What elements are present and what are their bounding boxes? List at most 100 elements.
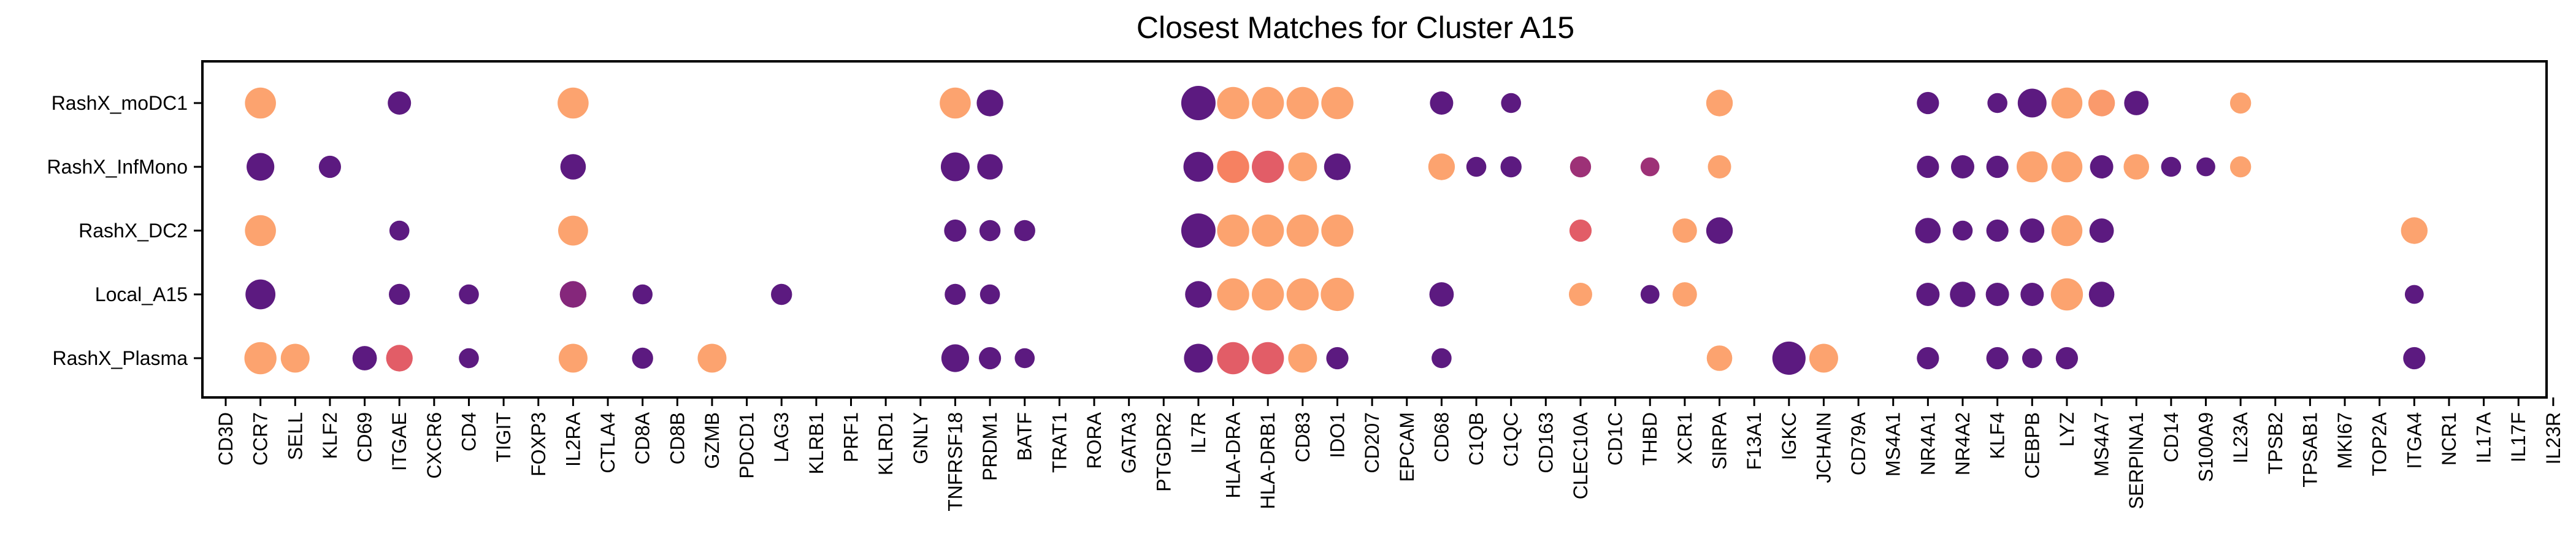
dot-local-a15-itga4 xyxy=(2404,285,2424,304)
dot-rashx-infmono-lyz xyxy=(2051,151,2083,183)
x-tick-label-cd3d: CD3D xyxy=(215,412,237,466)
dot-rashx-infmono-serpina1 xyxy=(2123,154,2149,180)
x-tick-label-il17a: IL17A xyxy=(2473,412,2495,463)
dot-rashx-infmono-ido1 xyxy=(1324,153,1351,180)
dot-local-a15-nr4a1 xyxy=(1916,283,1940,306)
x-tick-label-cd83: CD83 xyxy=(1292,412,1314,462)
x-tick-label-cd68: CD68 xyxy=(1430,412,1452,462)
x-tick-label-klf2: KLF2 xyxy=(319,412,341,459)
x-tick-label-serpina1: SERPINA1 xyxy=(2125,412,2147,509)
dot-local-a15-tnfrsf18 xyxy=(945,283,966,305)
x-tick-label-rora: RORA xyxy=(1083,412,1105,469)
dot-rashx-plasma-cd68 xyxy=(1432,348,1452,369)
dot-rashx-infmono-hla-drb1 xyxy=(1252,150,1284,183)
dot-rashx-infmono-thbd xyxy=(1640,157,1660,177)
dot-rashx-dc2-batf xyxy=(1014,220,1035,242)
dot-local-a15-il2ra xyxy=(559,281,587,308)
x-tick-label-c1qb: C1QB xyxy=(1465,412,1487,466)
dot-rashx-dc2-il2ra xyxy=(558,215,588,246)
dot-rashx-dc2-klf4 xyxy=(1986,219,2009,242)
dot-rashx-plasma-sell xyxy=(280,343,310,373)
x-tick-label-sirpa: SIRPA xyxy=(1709,412,1731,469)
dot-rashx-dc2-cd83 xyxy=(1286,214,1319,247)
dot-rashx-modc1-il2ra xyxy=(558,87,589,119)
dot-rashx-infmono-c1qc xyxy=(1500,156,1522,178)
x-tick-label-prf1: PRF1 xyxy=(840,412,862,462)
y-axis: RashX_moDC1 RashX_InfMono RashX_DC2 Local_A… xyxy=(47,92,202,369)
x-tick-label-cebpb: CEBPB xyxy=(2021,412,2043,478)
dot-local-a15-cd83 xyxy=(1286,278,1319,311)
dot-rashx-plasma-igkc xyxy=(1772,341,1806,375)
x-tick-label-nr4a1: NR4A1 xyxy=(1917,412,1939,475)
dot-rashx-dc2-ms4a7 xyxy=(2089,218,2114,243)
x-tick-label-foxp3: FOXP3 xyxy=(527,412,550,477)
dot-local-a15-xcr1 xyxy=(1672,282,1697,307)
dot-rashx-plasma-ccr7 xyxy=(244,342,277,375)
x-tick-label-ms4a7: MS4A7 xyxy=(2091,412,2113,477)
dot-rashx-plasma-lyz xyxy=(2055,347,2079,370)
chart-title: Closest Matches for Cluster A15 xyxy=(1137,10,1574,45)
dot-rashx-modc1-sirpa xyxy=(1706,90,1733,117)
dot-rashx-modc1-ido1 xyxy=(1321,86,1354,120)
x-tick-label-s100a9: S100A9 xyxy=(2195,412,2217,482)
x-tick-label-cd8a: CD8A xyxy=(632,412,654,464)
x-tick-label-gnly: GNLY xyxy=(910,412,932,464)
x-tick-label-gzmb: GZMB xyxy=(701,412,723,469)
x-tick-label-epcam: EPCAM xyxy=(1396,412,1418,482)
x-tick-label-top2a: TOP2A xyxy=(2369,412,2391,476)
x-tick-label-cd207: CD207 xyxy=(1361,412,1383,473)
dot-rashx-dc2-prdm1 xyxy=(979,220,1001,242)
dot-rashx-infmono-cd83 xyxy=(1288,152,1317,182)
x-tick-label-cd163: CD163 xyxy=(1535,412,1557,473)
plot-frame xyxy=(201,60,2548,399)
dot-rashx-infmono-hla-dra xyxy=(1217,150,1249,183)
x-tick-label-ido1: IDO1 xyxy=(1326,412,1348,458)
dot-rashx-modc1-cebpb xyxy=(2017,88,2047,118)
dot-local-a15-cd8a xyxy=(632,284,653,305)
dot-rashx-dc2-nr4a1 xyxy=(1915,218,1941,243)
dot-rashx-plasma-nr4a1 xyxy=(1917,347,1939,370)
x-tick-label-c1qc: C1QC xyxy=(1500,412,1522,467)
x-tick-label-xcr1: XCR1 xyxy=(1674,412,1696,464)
x-tick-label-tpsb2: TPSB2 xyxy=(2264,412,2287,474)
dot-rashx-plasma-hla-dra xyxy=(1217,342,1249,375)
dot-rashx-dc2-itga4 xyxy=(2401,217,2428,244)
dot-rashx-modc1-tnfrsf18 xyxy=(940,87,971,119)
dot-rashx-modc1-hla-dra xyxy=(1217,86,1249,120)
x-tick-label-ncr1: NCR1 xyxy=(2438,412,2460,466)
dot-local-a15-prdm1 xyxy=(979,284,1000,305)
dot-local-a15-il7r xyxy=(1185,281,1212,308)
dot-rashx-infmono-nr4a1 xyxy=(1917,155,1939,178)
x-tick-label-batf: BATF xyxy=(1014,412,1036,461)
x-tick-label-lag3: LAG3 xyxy=(770,412,792,462)
dot-rashx-dc2-lyz xyxy=(2051,215,2083,247)
dot-rashx-plasma-prdm1 xyxy=(978,347,1002,370)
dot-local-a15-hla-drb1 xyxy=(1252,278,1284,311)
x-tick-label-trat1: TRAT1 xyxy=(1048,412,1070,473)
dot-rashx-plasma-ido1 xyxy=(1326,347,1349,370)
x-tick-label-sell: SELL xyxy=(284,412,306,460)
dot-rashx-infmono-il7r xyxy=(1183,151,1214,182)
x-tick-label-f13a1: F13A1 xyxy=(1743,412,1765,470)
dot-local-a15-nr4a2 xyxy=(1950,282,1976,307)
x-tick-label-clec10a: CLEC10A xyxy=(1570,412,1592,499)
y-tick-label-local-a15: Local_A15 xyxy=(95,283,188,305)
dot-rashx-plasma-jchain xyxy=(1809,343,1838,373)
x-tick-label-tnfrsf18: TNFRSF18 xyxy=(944,412,966,512)
dot-rashx-plasma-cebpb xyxy=(2022,348,2042,369)
dot-rashx-dc2-ccr7 xyxy=(245,215,276,247)
dot-rashx-infmono-prdm1 xyxy=(977,154,1003,180)
dot-rashx-dc2-nr4a2 xyxy=(1952,220,1973,241)
dot-rashx-modc1-il23a xyxy=(2229,92,2252,114)
dot-rashx-plasma-sirpa xyxy=(1706,345,1733,371)
dot-rashx-modc1-klf4 xyxy=(1987,93,2007,113)
dot-rashx-plasma-cd4 xyxy=(459,348,479,369)
x-tick-label-nr4a2: NR4A2 xyxy=(1952,412,1974,475)
dot-rashx-modc1-c1qc xyxy=(1501,93,1521,113)
x-tick-label-klrb1: KLRB1 xyxy=(805,412,827,474)
x-tick-label-thbd: THBD xyxy=(1639,412,1661,466)
dot-rashx-infmono-s100a9 xyxy=(2196,157,2215,177)
dot-rashx-modc1-cd83 xyxy=(1286,86,1319,120)
dot-local-a15-ms4a7 xyxy=(2088,282,2115,307)
dot-rashx-modc1-ccr7 xyxy=(245,87,276,119)
